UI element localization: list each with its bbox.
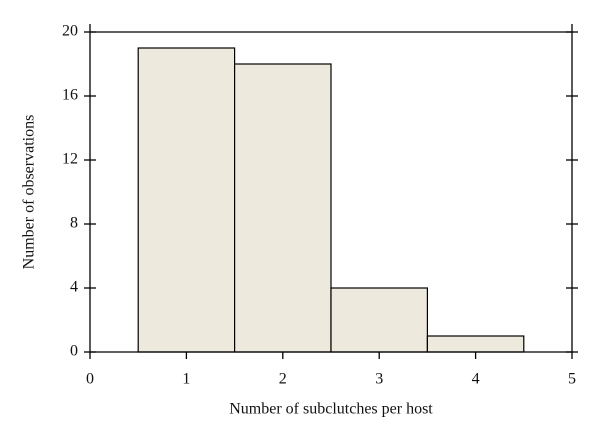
x-tick-label: 3 bbox=[375, 371, 383, 388]
y-axis-label: Number of observations bbox=[21, 115, 38, 270]
x-axis-label: Number of subclutches per host bbox=[229, 401, 433, 418]
y-tick-label: 20 bbox=[62, 23, 78, 40]
y-tick-label: 4 bbox=[70, 279, 78, 296]
bar bbox=[330, 287, 429, 353]
y-tick-label: 16 bbox=[62, 87, 78, 104]
bar bbox=[426, 335, 525, 353]
x-tick-label: 4 bbox=[472, 371, 480, 388]
y-tick-label: 0 bbox=[70, 343, 78, 360]
bar bbox=[234, 63, 332, 353]
y-tick-label: 12 bbox=[62, 151, 78, 168]
x-tick-label: 1 bbox=[182, 371, 190, 388]
y-tick-label: 8 bbox=[70, 215, 78, 232]
x-tick-label: 2 bbox=[279, 371, 287, 388]
bar bbox=[137, 47, 236, 353]
x-tick-label: 0 bbox=[86, 371, 94, 388]
x-tick-label: 5 bbox=[568, 371, 576, 388]
